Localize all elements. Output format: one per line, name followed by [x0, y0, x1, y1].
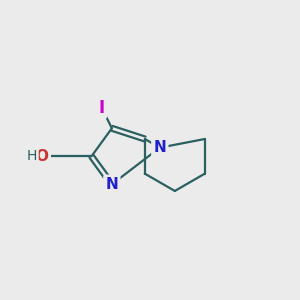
Text: O: O — [36, 149, 49, 164]
Text: H: H — [26, 149, 37, 163]
Text: I: I — [99, 99, 105, 117]
Text: N: N — [106, 177, 118, 192]
Text: N: N — [153, 140, 166, 155]
